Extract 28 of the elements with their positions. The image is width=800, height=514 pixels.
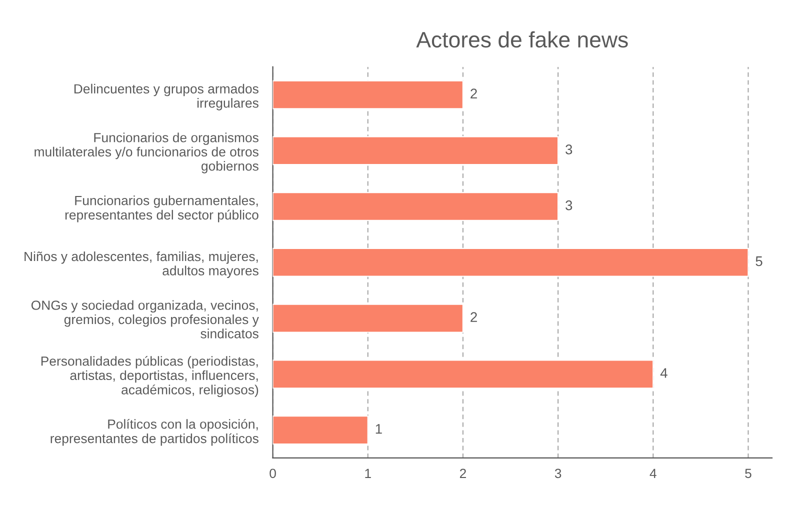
y-tick-label: Funcionarios gubernamentales, representantes del sector público (65, 196, 258, 222)
x-tick-label: 1 (365, 468, 371, 478)
data-label: 2 (470, 312, 477, 322)
x-tick-label: 4 (650, 468, 656, 478)
data-label: 3 (566, 144, 572, 154)
bar (272, 360, 654, 389)
data-label: 5 (756, 256, 762, 266)
x-tick-label: 3 (554, 468, 562, 478)
x-tick-label: 5 (745, 468, 752, 478)
data-label: 3 (566, 200, 572, 210)
bar (272, 80, 464, 110)
chart-title: Actores de fake news (416, 31, 628, 48)
bar (272, 248, 749, 277)
data-label: 4 (660, 368, 668, 378)
bar (272, 304, 464, 333)
y-tick-label: ONGs y sociedad organizada, vecinos, gremios, colegios profesionales y sindicatos (31, 300, 259, 338)
y-tick-label: Políticos con la oposición, representantes de partidos políticos (50, 418, 258, 446)
data-label: 1 (376, 424, 382, 434)
y-tick-label: Delincuentes y grupos armados irregulares (74, 84, 258, 110)
bar (272, 416, 368, 445)
y-tick-label: Personalidades públicas (periodistas, artistas, deportistas, influencers, académicos, religiosos) (41, 356, 258, 398)
y-tick-label: Niños y adolescentes, familias, mujeres, adultos mayores (24, 251, 258, 278)
y-tick-label: Funcionarios de organismos multilaterales y/o funcionarios de otros gobiernos (34, 132, 258, 174)
bar (272, 136, 559, 166)
bar (272, 192, 559, 222)
data-label: 2 (470, 88, 477, 98)
x-tick-label: 0 (270, 468, 276, 478)
x-tick-label: 2 (460, 468, 466, 478)
